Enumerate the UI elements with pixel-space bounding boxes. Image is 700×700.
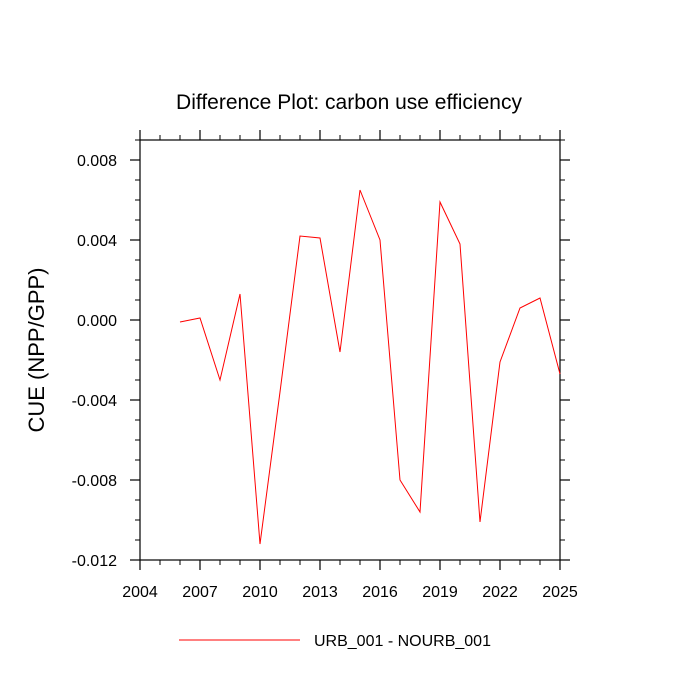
x-tick-label: 2013 — [302, 584, 338, 601]
chart-title: Difference Plot: carbon use efficiency — [176, 91, 522, 114]
data-point — [199, 317, 202, 320]
series-line-urb-minus-nourb — [179, 189, 561, 545]
y-tick-labels: -0.012 -0.008 -0.004 0.000 0.004 0.008 — [72, 153, 117, 570]
legend: URB_001 - NOURB_001 — [179, 633, 491, 650]
x-tick-label: 2025 — [542, 584, 578, 601]
data-point — [459, 243, 462, 246]
y-tick-label: -0.004 — [72, 393, 117, 410]
y-axis-label: CUE (NPP/GPP) — [24, 267, 49, 432]
data-point — [399, 479, 402, 482]
data-point — [339, 351, 342, 354]
data-point — [239, 293, 242, 296]
x-tick-label: 2007 — [182, 584, 218, 601]
data-point — [479, 521, 482, 524]
major-ticks — [130, 130, 570, 570]
y-tick-label: 0.004 — [77, 233, 117, 250]
plot-frame — [139, 139, 561, 561]
data-point — [179, 321, 182, 324]
legend-label: URB_001 - NOURB_001 — [314, 633, 491, 650]
data-point — [299, 235, 302, 238]
data-point — [539, 297, 542, 300]
data-point — [499, 361, 502, 364]
x-tick-label: 2016 — [362, 584, 398, 601]
data-points — [179, 189, 562, 546]
y-tick-label: -0.012 — [72, 553, 117, 570]
y-tick-label: 0.008 — [77, 153, 117, 170]
x-tick-label: 2022 — [482, 584, 518, 601]
data-point — [259, 543, 262, 546]
x-tick-label: 2010 — [242, 584, 278, 601]
minor-ticks — [135, 135, 565, 565]
x-tick-label: 2004 — [122, 584, 158, 601]
x-tick-label: 2019 — [422, 584, 458, 601]
data-point — [519, 307, 522, 310]
data-point — [379, 239, 382, 242]
data-point — [559, 373, 562, 376]
y-tick-label: -0.008 — [72, 473, 117, 490]
data-point — [439, 201, 442, 204]
y-tick-label: 0.000 — [77, 313, 117, 330]
data-point — [279, 391, 282, 394]
x-tick-labels: 2004 2007 2010 2013 2016 2019 2022 2025 — [122, 584, 578, 601]
data-point — [359, 189, 362, 192]
data-point — [219, 379, 222, 382]
data-point — [319, 237, 322, 240]
data-point — [419, 511, 422, 514]
